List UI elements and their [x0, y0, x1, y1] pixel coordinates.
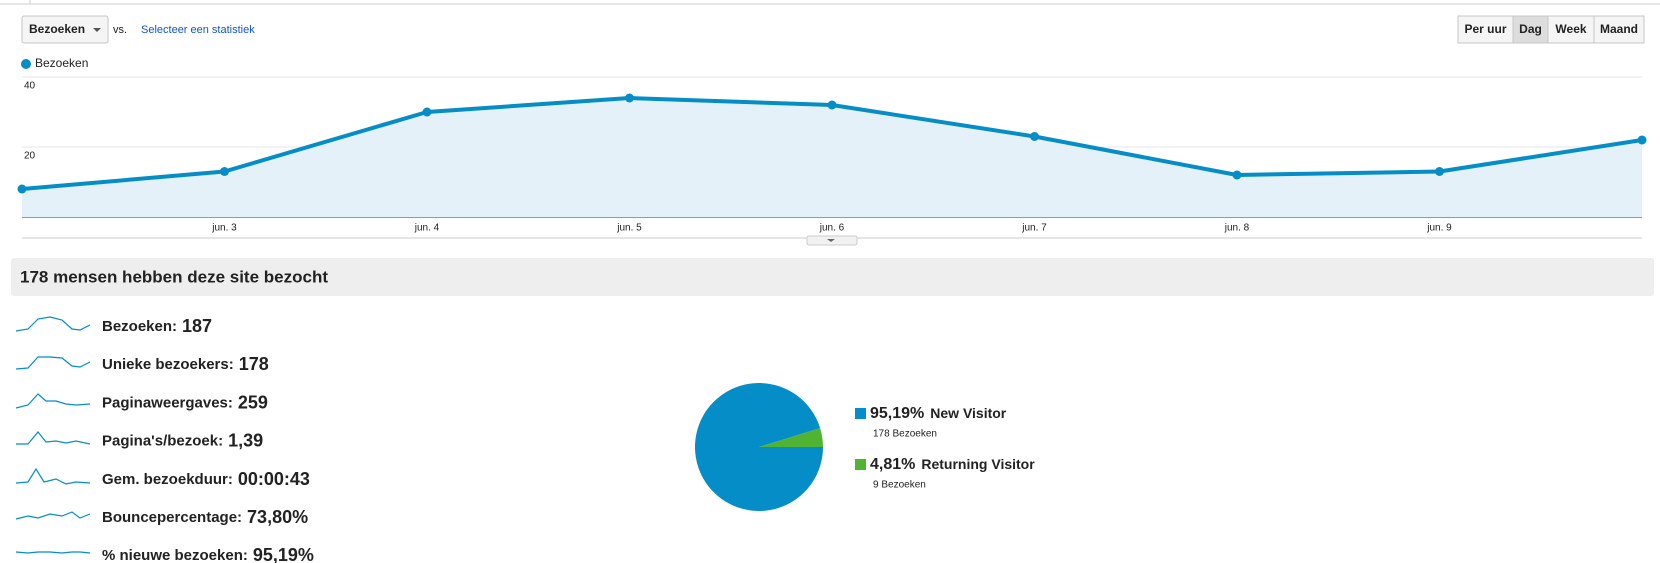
legend-name: Returning Visitor	[921, 456, 1035, 472]
metric-value: 95,19%	[253, 545, 314, 563]
metric-label: Paginaweergaves:	[102, 394, 233, 411]
legend-entry: 95,19% New Visitor	[870, 405, 1007, 423]
metric-label: Gem. bezoekduur:	[102, 471, 233, 488]
sparkline	[15, 511, 91, 520]
sparkline	[16, 431, 91, 445]
x-tick-label: jun. 9	[1426, 223, 1452, 234]
metric-label: Bouncepercentage:	[102, 509, 242, 526]
period-button[interactable]	[1457, 15, 1514, 44]
legend-name: New Visitor	[930, 405, 1007, 421]
metric-value: 178	[239, 354, 269, 374]
x-tick-label: jun. 4	[414, 223, 440, 234]
metric: % nieuwe bezoeken: 95,19%	[102, 545, 314, 563]
point	[422, 107, 432, 117]
metric: Gem. bezoekduur: 00:00:43	[102, 469, 310, 489]
dropdown-label[interactable]: Bezoeken	[29, 22, 85, 36]
point	[625, 93, 634, 103]
metric-value: 00:00:43	[238, 469, 310, 489]
handle-arrow	[827, 239, 835, 242]
metric-label: Bezoeken:	[102, 318, 177, 335]
dropdown-arrow	[93, 28, 101, 32]
y-tick-label: 40	[24, 81, 36, 92]
pie-slice	[759, 427, 823, 447]
pie-chart: 95,19% New Visitor 178 Bezoeken 4,81% Return…	[695, 383, 1035, 512]
legend-marker	[21, 59, 31, 69]
summary-title: 178 mensen hebben deze site bezocht	[20, 267, 328, 286]
period-button-label[interactable]: Dag	[1519, 22, 1542, 36]
x-tick-label: jun. 7	[1021, 223, 1047, 234]
point	[1637, 135, 1647, 145]
metric: Unieke bezoekers: 178	[102, 354, 269, 374]
period-buttons: Per uur Dag Week Maand	[1457, 15, 1645, 44]
line-chart: 20 40 jun. 3 jun. 4 jun. 5 jun. 6 jun. 7 jun. 8…	[17, 56, 1647, 234]
metric: Paginaweergaves: 259	[102, 392, 268, 412]
sparkline	[15, 551, 91, 554]
metrics-list: Bezoeken: 187 Unieke bezoekers: 178 Paginawe…	[102, 316, 314, 563]
period-button-label[interactable]: Maand	[1600, 22, 1638, 36]
period-button[interactable]	[1593, 15, 1645, 44]
x-tick-label: jun. 6	[819, 223, 845, 234]
metric-value: 1,39	[228, 430, 263, 450]
point	[827, 100, 837, 110]
metric-value: 259	[238, 392, 268, 412]
point	[1030, 132, 1039, 141]
metric: Pagina's/bezoek: 1,39	[102, 430, 263, 450]
legend-swatch	[855, 459, 866, 470]
metric: Bezoeken: 187	[102, 316, 212, 336]
point	[1435, 167, 1444, 176]
legend-label: Bezoeken	[35, 56, 88, 70]
metric-dropdown[interactable]: Bezoeken	[21, 15, 109, 44]
dropdown-box[interactable]	[21, 15, 109, 44]
area	[22, 98, 1642, 217]
metric-label: Pagina's/bezoek:	[102, 433, 223, 450]
pie-slice	[695, 383, 823, 512]
metric-value: 73,80%	[247, 507, 308, 527]
x-tick-label: jun. 5	[616, 223, 642, 234]
legend-detail: 178 Bezoeken	[873, 429, 937, 440]
legend-percent: 4,81%	[870, 456, 915, 473]
metric-value: 187	[182, 316, 212, 336]
legend-entry: 4,81% Returning Visitor	[870, 456, 1035, 474]
y-tick-label: 20	[24, 151, 36, 162]
sparkline	[15, 356, 91, 370]
sparklines	[15, 316, 91, 554]
vs-label: vs.	[113, 24, 127, 36]
period-button-label[interactable]: Per uur	[1464, 22, 1506, 36]
sparkline	[15, 393, 91, 409]
point	[1232, 170, 1242, 180]
metric: Bouncepercentage: 73,80%	[102, 507, 308, 527]
metric-label: % nieuwe bezoeken:	[102, 547, 248, 563]
legend-percent: 95,19%	[870, 405, 924, 422]
point	[17, 184, 27, 194]
x-tick-label: jun. 8	[1224, 223, 1250, 234]
point	[220, 167, 229, 176]
legend-swatch	[855, 408, 866, 419]
summary-header	[11, 258, 1654, 296]
x-tick-label: jun. 3	[211, 223, 237, 234]
legend-detail: 9 Bezoeken	[873, 480, 926, 491]
metric-label: Unieke bezoekers:	[102, 356, 234, 373]
sparkline	[15, 316, 91, 332]
sparkline	[15, 467, 91, 485]
compare-link[interactable]: Selecteer een statistiek	[141, 24, 255, 36]
period-button-label[interactable]: Week	[1555, 22, 1586, 36]
